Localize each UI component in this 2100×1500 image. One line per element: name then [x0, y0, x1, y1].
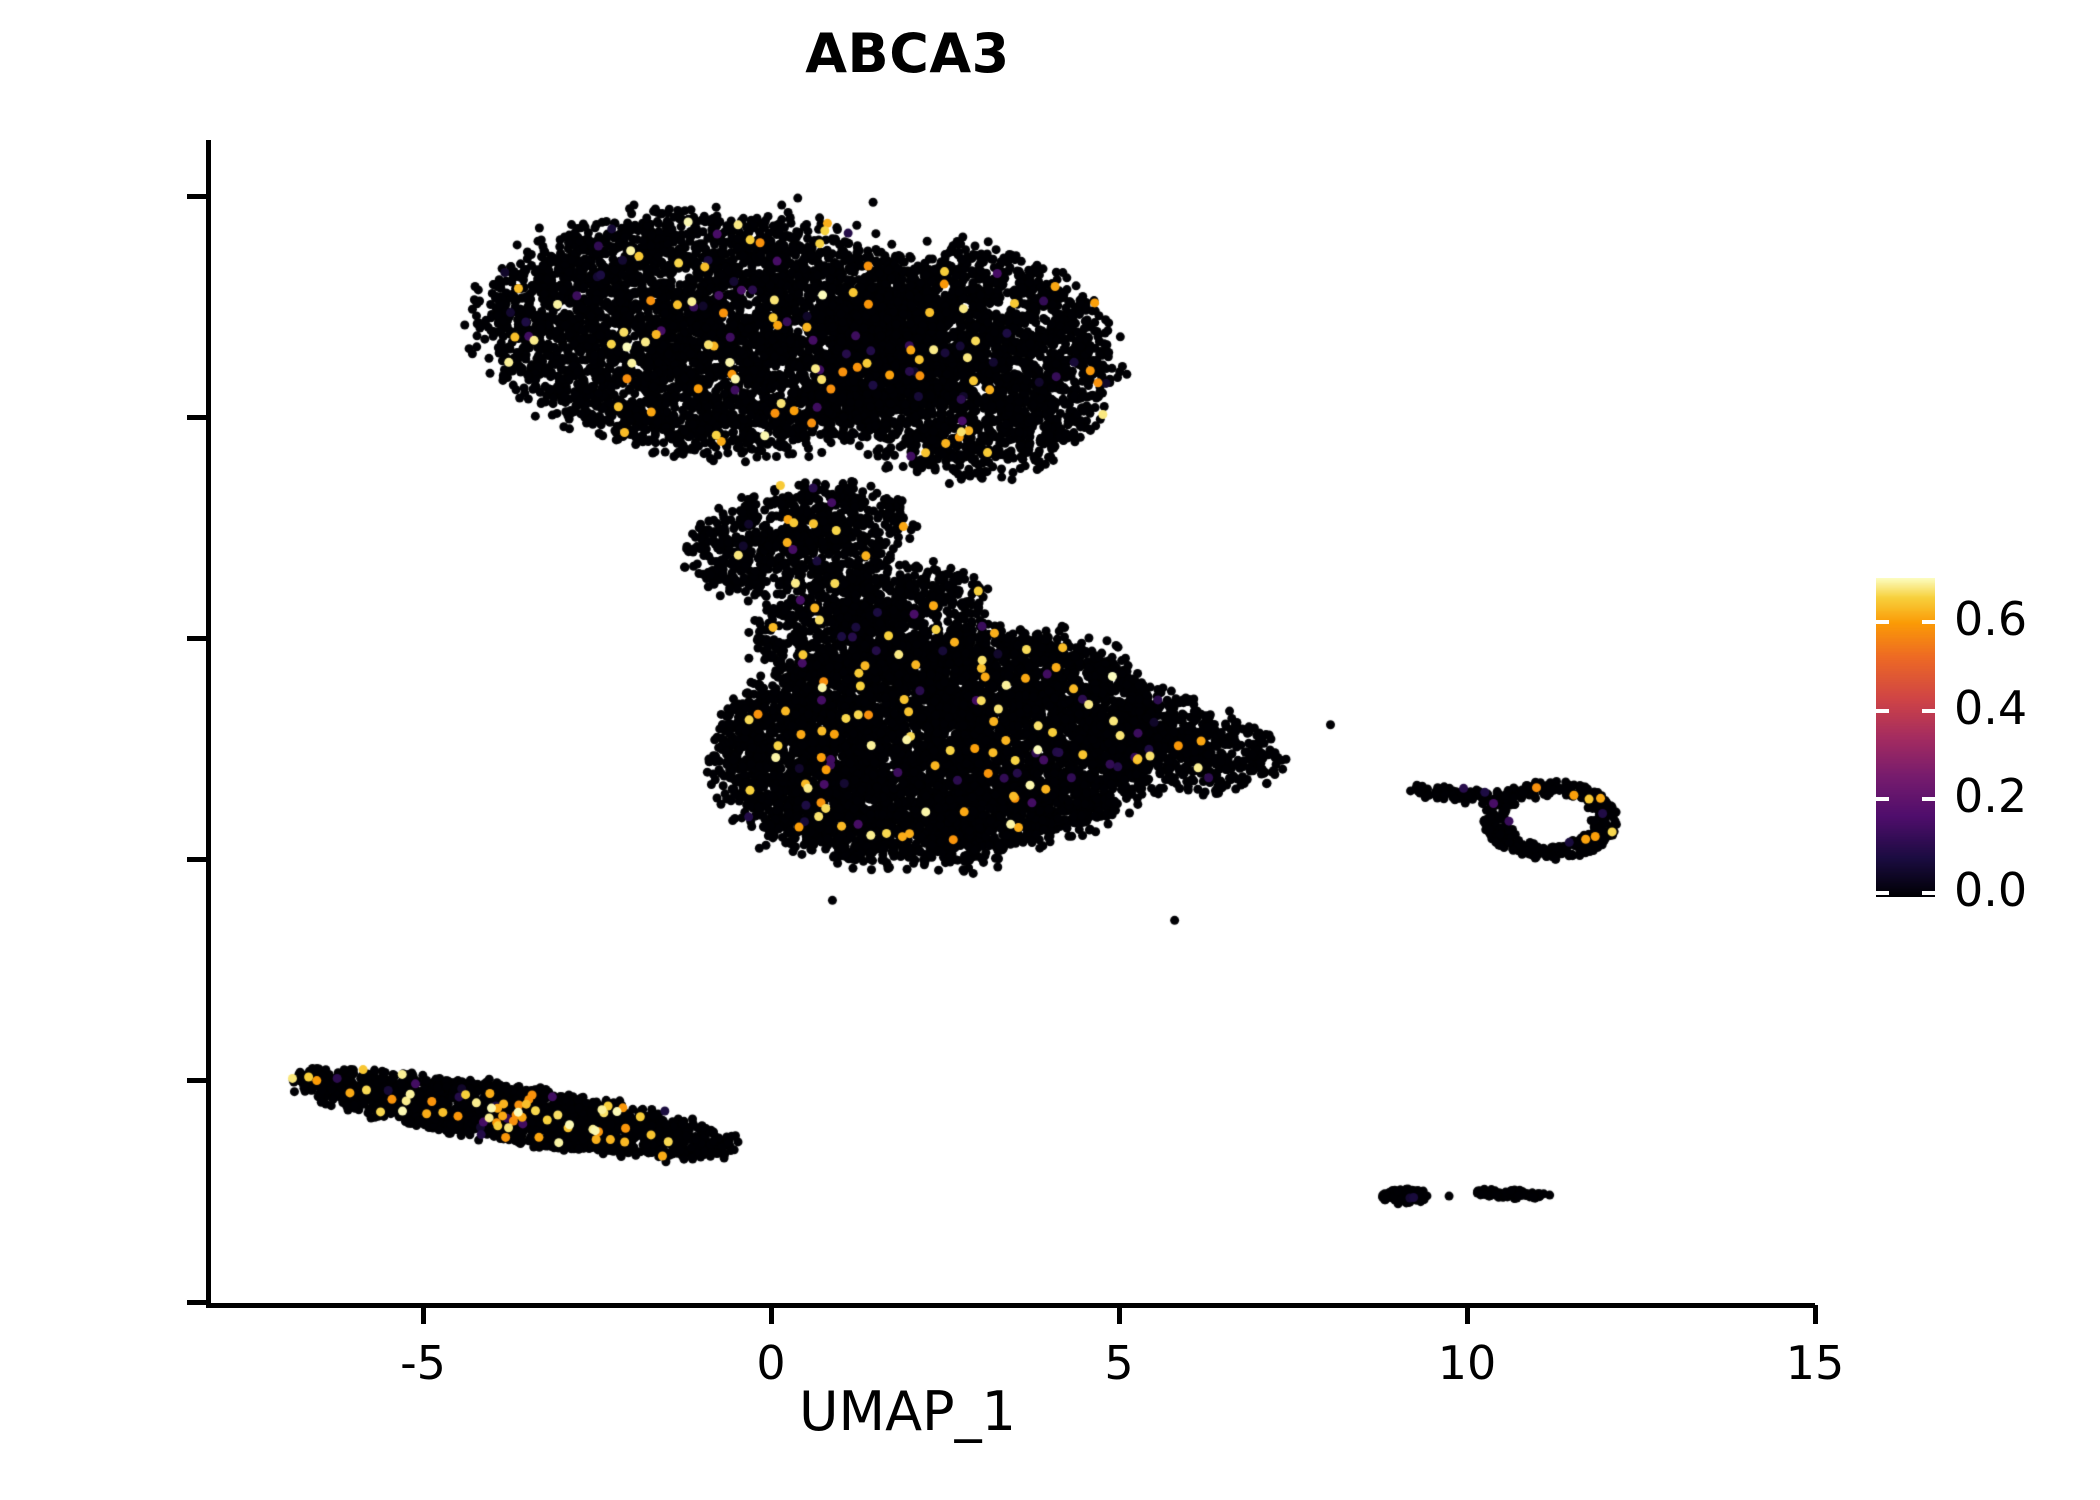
y-tick-minus5 [187, 1300, 206, 1305]
colorbar-tick-0.0-right [1922, 891, 1935, 895]
x-tick-0 [769, 1305, 774, 1324]
y-tick-20 [187, 194, 206, 199]
page-title: ABCA3 [805, 22, 1010, 85]
colorbar-gradient [1876, 578, 1935, 897]
colorbar-tick-0.2-left [1876, 797, 1889, 801]
x-tick-label-0: 0 [756, 1336, 786, 1390]
colorbar: 0.6 0.4 0.2 0.0 [1876, 578, 2076, 917]
colorbar-label-0.0: 0.0 [1954, 863, 2028, 917]
colorbar-tick-0.0-left [1876, 891, 1889, 895]
x-axis-label: UMAP_1 [799, 1380, 1016, 1443]
y-tick-15 [187, 415, 206, 420]
colorbar-label-0.6: 0.6 [1954, 592, 2028, 646]
scatter-plot-axes: 20 15 10 5 0 -5 -5 0 5 10 15 [187, 140, 1844, 1390]
y-tick-0 [187, 1078, 206, 1083]
colorbar-tick-0.6-left [1876, 620, 1889, 624]
colorbar-tick-0.4-right [1922, 709, 1935, 713]
x-tick-label-10: 10 [1437, 1336, 1497, 1390]
x-tick-5 [1117, 1305, 1122, 1324]
colorbar-label-0.4: 0.4 [1954, 681, 2028, 735]
x-tick-label-5: 5 [1104, 1336, 1134, 1390]
colorbar-tick-0.4-left [1876, 709, 1889, 713]
x-tick-label-minus5: -5 [400, 1336, 446, 1390]
x-tick-minus5 [421, 1305, 426, 1324]
y-tick-5 [187, 857, 206, 862]
x-tick-10 [1465, 1305, 1470, 1324]
y-tick-10 [187, 636, 206, 641]
y-axis-spine [206, 140, 211, 1305]
colorbar-tick-0.2-right [1922, 797, 1935, 801]
colorbar-label-0.2: 0.2 [1954, 769, 2028, 823]
x-axis-spine [206, 1303, 1815, 1308]
x-tick-15 [1813, 1305, 1818, 1324]
colorbar-tick-0.6-right [1922, 620, 1935, 624]
x-tick-label-15: 15 [1785, 1336, 1845, 1390]
umap-scatter-canvas [209, 140, 1815, 1305]
